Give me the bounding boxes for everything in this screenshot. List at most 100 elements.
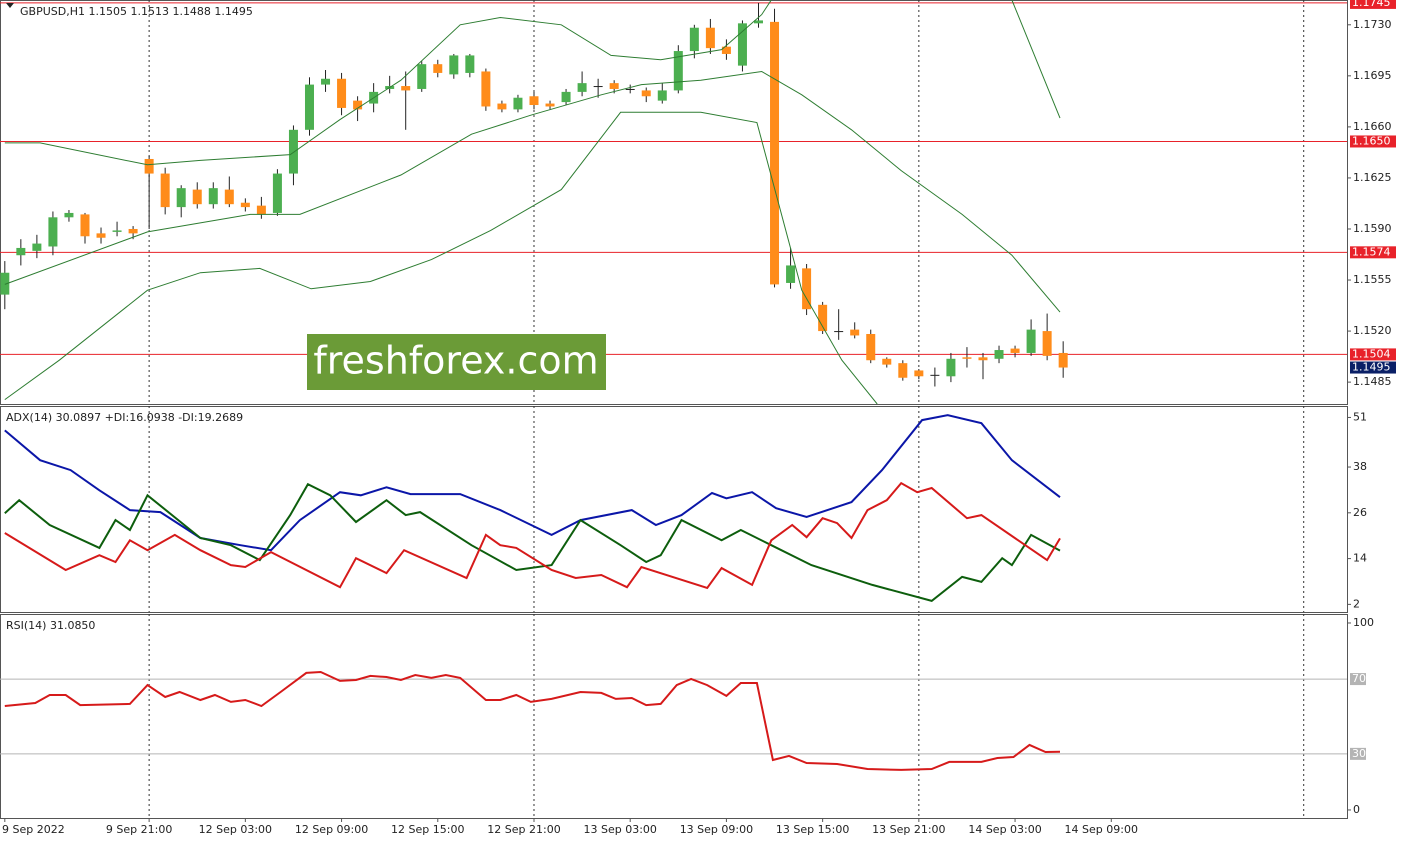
candle-body xyxy=(481,71,491,107)
candle-body xyxy=(80,214,90,237)
last-price-box xyxy=(1350,361,1396,374)
candle-body xyxy=(962,357,972,359)
candle-body xyxy=(64,212,74,218)
candle-body xyxy=(737,23,747,66)
x-tick-label: 12 Sep 15:00 xyxy=(391,823,464,836)
candle-body xyxy=(721,46,731,54)
series-line xyxy=(4,70,1061,313)
candle-body xyxy=(353,100,363,110)
candle-body xyxy=(16,247,26,256)
x-tick-label: 12 Sep 03:00 xyxy=(199,823,272,836)
candle-body xyxy=(401,86,411,91)
level-label-box xyxy=(1350,246,1396,259)
series-line xyxy=(4,481,1061,590)
level-label-box xyxy=(1350,747,1366,760)
panel-frame xyxy=(0,614,1348,819)
level-label-box xyxy=(1350,135,1396,148)
candle-body xyxy=(946,358,956,377)
plot-area xyxy=(4,406,1305,612)
candle-body xyxy=(609,83,619,89)
series-line xyxy=(4,414,1061,552)
candle-body xyxy=(753,20,763,24)
panel: 1.14851.15201.15551.15901.16251.16601.16… xyxy=(0,0,1396,405)
x-tick-label: 13 Sep 21:00 xyxy=(872,823,945,836)
candle-body xyxy=(625,88,635,90)
candle-body xyxy=(866,333,876,361)
candle-body xyxy=(641,90,651,97)
candle-body xyxy=(337,78,347,108)
candle-body xyxy=(96,233,106,238)
candle-body xyxy=(577,83,587,92)
series-line xyxy=(4,482,1061,602)
y-tick-label: 1.1485 xyxy=(1353,375,1392,388)
candle-body xyxy=(224,189,234,205)
x-tick-label: 13 Sep 15:00 xyxy=(776,823,849,836)
candle-body xyxy=(545,103,555,107)
candle-body xyxy=(0,272,10,295)
candle-body xyxy=(32,243,42,251)
y-tick-label: 38 xyxy=(1353,460,1367,473)
y-tick-label: 14 xyxy=(1353,552,1367,565)
series-line xyxy=(4,670,1061,771)
candle-body xyxy=(978,357,988,361)
y-tick-label: 51 xyxy=(1353,410,1367,423)
series-line xyxy=(4,111,878,404)
candle-body xyxy=(272,173,282,213)
y-tick-label: 26 xyxy=(1353,506,1367,519)
candle-body xyxy=(304,84,314,130)
candle-body xyxy=(1058,352,1068,368)
y-tick-label: 2 xyxy=(1353,597,1360,610)
y-tick-label: 1.1590 xyxy=(1353,222,1392,235)
candle-body xyxy=(930,374,940,376)
x-tick-label: 13 Sep 09:00 xyxy=(680,823,753,836)
level-label: 70 xyxy=(1352,672,1366,685)
panel-frame xyxy=(0,406,1348,613)
x-tick-label: 14 Sep 03:00 xyxy=(968,823,1041,836)
panel-title: RSI(14) 31.0850 xyxy=(6,619,95,632)
candle-body xyxy=(513,97,523,110)
y-tick-label: 1.1695 xyxy=(1353,69,1392,82)
candle-body xyxy=(529,96,539,106)
candle-body xyxy=(160,173,170,208)
candle-body xyxy=(898,363,908,378)
symbol-menu-icon[interactable] xyxy=(6,3,14,8)
candle-body xyxy=(786,265,796,283)
candle-body xyxy=(48,217,58,247)
candle-body xyxy=(1010,348,1020,353)
y-tick-label: 1.1625 xyxy=(1353,171,1392,184)
x-tick-label: 12 Sep 21:00 xyxy=(487,823,560,836)
x-tick-label: 9 Sep 2022 xyxy=(2,823,65,836)
candle-body xyxy=(112,230,122,232)
level-label: 30 xyxy=(1352,747,1366,760)
level-label-box xyxy=(1350,673,1366,686)
candle-body xyxy=(240,202,250,208)
level-label: 1.1650 xyxy=(1352,134,1391,147)
panel: 2 14 26 38 51 ADX(14) 30.0897 +DI:16.0938 -DI… xyxy=(0,406,1367,613)
candle-body xyxy=(882,358,892,365)
candle-body xyxy=(176,188,186,208)
watermark: freshforex.com xyxy=(313,339,598,383)
panel-title: GBPUSD,H1 1.1505 1.1513 1.1488 1.1495 xyxy=(20,5,253,18)
candle-body xyxy=(770,21,780,285)
candle-body xyxy=(593,86,603,88)
candle-body xyxy=(465,55,475,73)
level-label-box xyxy=(1350,348,1396,361)
panel-frame xyxy=(0,0,1348,405)
candle-body xyxy=(208,188,218,205)
y-tick-label: 1.1730 xyxy=(1353,18,1392,31)
candle-body xyxy=(321,78,331,85)
level-label: 1.1504 xyxy=(1352,347,1391,360)
candle-body xyxy=(288,129,298,174)
candle-body xyxy=(914,370,924,377)
panel: 0 100 30 70 RSI(14) 31.0850 xyxy=(0,614,1374,819)
series-line xyxy=(4,0,1061,166)
x-tick-label: 13 Sep 03:00 xyxy=(583,823,656,836)
candle-body xyxy=(256,205,266,215)
candle-body xyxy=(1042,331,1052,356)
candle-body xyxy=(818,304,828,332)
plot-area xyxy=(0,0,1347,404)
candle-body xyxy=(850,329,860,336)
x-tick-label: 9 Sep 21:00 xyxy=(106,823,172,836)
